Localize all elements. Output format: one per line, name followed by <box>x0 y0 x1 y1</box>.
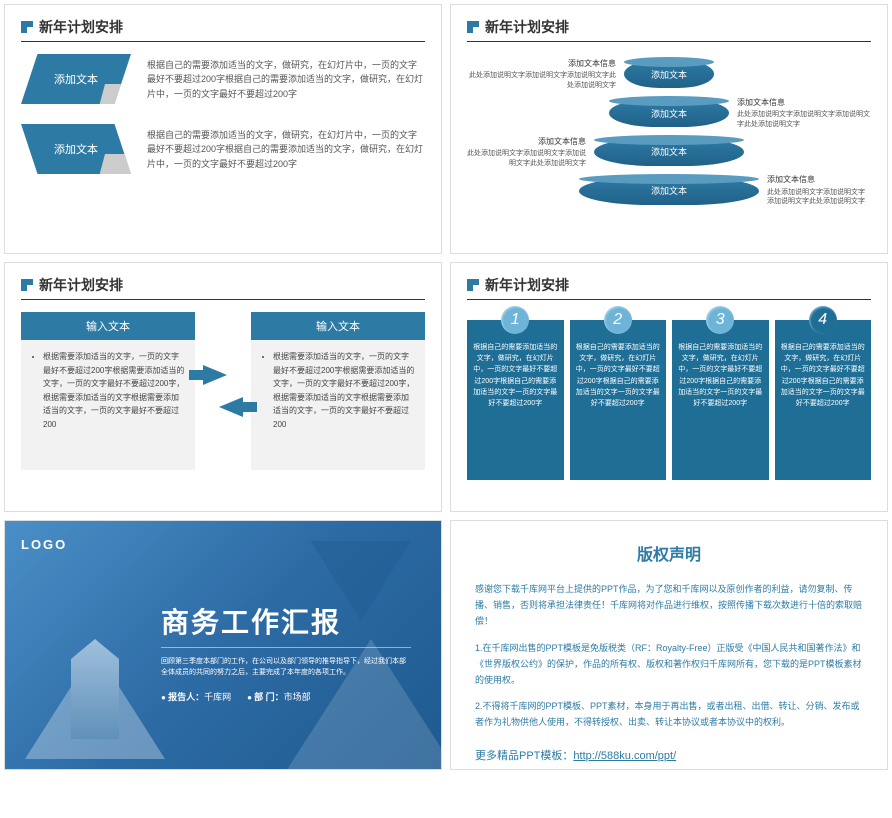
copyright-paragraph: 1.在千库网出售的PPT模板是免版税类（RF：Royalty-Free）正版受《… <box>475 640 863 689</box>
exchange-box-left: 输入文本 根据需要添加适当的文字，一页的文字最好不要超过200字根据需要添加适当… <box>21 312 195 470</box>
pyramid-layer: 添加文本 <box>594 138 744 166</box>
cover-subtitle: 回顾第三季度本部门的工作，在公司以及部门领导的推导指导下，经过我们本部全体成员的… <box>161 656 411 678</box>
header-icon <box>21 279 33 291</box>
card-number: 2 <box>604 306 632 334</box>
card-text: 根据自己的需要添加适当的文字，做研究，在幻灯片中，一页的文字最好不要超过200字… <box>781 342 866 409</box>
header-icon <box>467 279 479 291</box>
pyramid: 添加文本信息此处添加说明文字添加说明文字添加说明文字此处添加说明文字 添加文本 … <box>467 54 871 207</box>
box-title: 输入文本 <box>251 312 425 340</box>
slide-plan-exchange: 新年计划安排 输入文本 根据需要添加适当的文字，一页的文字最好不要超过200字根… <box>4 262 442 512</box>
copyright-title: 版权声明 <box>475 541 863 565</box>
slide-plan-cards: 新年计划安排 1根据自己的需要添加适当的文字，做研究，在幻灯片中，一页的文字最好… <box>450 262 888 512</box>
header-icon <box>21 21 33 33</box>
text-body: 根据自己的需要添加适当的文字，做研究，在幻灯片中，一页的文字最好不要超过200字… <box>131 124 425 171</box>
number-card: 3根据自己的需要添加适当的文字，做研究，在幻灯片中，一页的文字最好不要超过200… <box>672 320 769 480</box>
box-body: 根据需要添加适当的文字，一页的文字最好不要超过200字根据需要添加适当的文字，一… <box>251 340 425 470</box>
pyramid-note-left: 添加文本信息此处添加说明文字添加说明文字添加说明文字此处添加说明文字 <box>467 58 616 91</box>
cover-meta: 报告人：千库网 部 门：市场部 <box>161 690 411 703</box>
card-number: 3 <box>706 306 734 334</box>
pyramid-note-right: 添加文本信息此处添加说明文字添加说明文字添加说明文字此处添加说明文字 <box>767 174 871 207</box>
slide-title: 新年计划安排 <box>485 17 569 37</box>
pyramid-layer: 添加文本 <box>609 99 729 127</box>
header-icon <box>467 21 479 33</box>
exchange-box-right: 输入文本 根据需要添加适当的文字，一页的文字最好不要超过200字根据需要添加适当… <box>251 312 425 470</box>
pyramid-note-left: 添加文本信息此处添加说明文字添加说明文字添加说明文字此处添加说明文字 <box>467 136 586 169</box>
slide-plan-text: 新年计划安排 添加文本 根据自己的需要添加适当的文字，做研究，在幻灯片中，一页的… <box>4 4 442 254</box>
card-text: 根据自己的需要添加适当的文字，做研究，在幻灯片中，一页的文字最好不要超过200字… <box>678 342 763 409</box>
slide-header: 新年计划安排 <box>21 275 425 300</box>
number-card: 4根据自己的需要添加适当的文字，做研究，在幻灯片中，一页的文字最好不要超过200… <box>775 320 872 480</box>
card-text: 根据自己的需要添加适当的文字，做研究，在幻灯片中，一页的文字最好不要超过200字… <box>473 342 558 409</box>
text-row: 添加文本 根据自己的需要添加适当的文字，做研究，在幻灯片中，一页的文字最好不要超… <box>21 124 425 174</box>
pyramid-note-right: 添加文本信息此处添加说明文字添加说明文字添加说明文字此处添加说明文字 <box>737 97 871 130</box>
slide-header: 新年计划安排 <box>467 17 871 42</box>
exchange-arrows <box>203 365 243 417</box>
template-url[interactable]: http://588ku.com/ppt/ <box>573 750 676 762</box>
card-text: 根据自己的需要添加适当的文字，做研究，在幻灯片中，一页的文字最好不要超过200字… <box>576 342 661 409</box>
card-number: 1 <box>501 306 529 334</box>
slide-title: 新年计划安排 <box>39 17 123 37</box>
department: 部 门：市场部 <box>247 690 311 703</box>
arrow-left-icon <box>219 397 243 417</box>
slide-plan-pyramid: 新年计划安排 添加文本信息此处添加说明文字添加说明文字添加说明文字此处添加说明文… <box>450 4 888 254</box>
text-row: 添加文本 根据自己的需要添加适当的文字，做研究，在幻灯片中，一页的文字最好不要超… <box>21 54 425 104</box>
box-title: 输入文本 <box>21 312 195 340</box>
pyramid-layer: 添加文本 <box>579 177 759 205</box>
slide-title: 新年计划安排 <box>485 275 569 295</box>
pyramid-layer: 添加文本 <box>624 60 714 88</box>
number-card: 1根据自己的需要添加适当的文字，做研究，在幻灯片中，一页的文字最好不要超过200… <box>467 320 564 480</box>
slide-cover: LOGO 商务工作汇报 回顾第三季度本部门的工作，在公司以及部门领导的推导指导下… <box>4 520 442 770</box>
copyright-paragraph: 2.不得将千库网的PPT模板、PPT素材，本身用于再出售，或者出租、出借、转让、… <box>475 698 863 730</box>
slide-header: 新年计划安排 <box>21 17 425 42</box>
text-body: 根据自己的需要添加适当的文字，做研究，在幻灯片中，一页的文字最好不要超过200字… <box>131 54 425 101</box>
slide-title: 新年计划安排 <box>39 275 123 295</box>
box-body: 根据需要添加适当的文字，一页的文字最好不要超过200字根据需要添加适当的文字，一… <box>21 340 195 470</box>
text-label: 添加文本 <box>21 124 131 174</box>
slide-copyright: 版权声明 感谢您下载千库网平台上提供的PPT作品，为了您和千库网以及原创作者的利… <box>450 520 888 770</box>
logo-text: LOGO <box>21 537 425 552</box>
slide-header: 新年计划安排 <box>467 275 871 300</box>
arrow-right-icon <box>203 365 227 385</box>
copyright-paragraph: 感谢您下载千库网平台上提供的PPT作品，为了您和千库网以及原创作者的利益，请勿复… <box>475 581 863 630</box>
more-templates-link: 更多精品PPT模板：http://588ku.com/ppt/ <box>475 747 863 763</box>
card-number: 4 <box>809 306 837 334</box>
number-card: 2根据自己的需要添加适当的文字，做研究，在幻灯片中，一页的文字最好不要超过200… <box>570 320 667 480</box>
copyright-body: 感谢您下载千库网平台上提供的PPT作品，为了您和千库网以及原创作者的利益，请勿复… <box>475 581 863 731</box>
cover-title: 商务工作汇报 <box>161 601 411 648</box>
reporter: 报告人：千库网 <box>161 690 231 703</box>
text-label: 添加文本 <box>21 54 131 104</box>
